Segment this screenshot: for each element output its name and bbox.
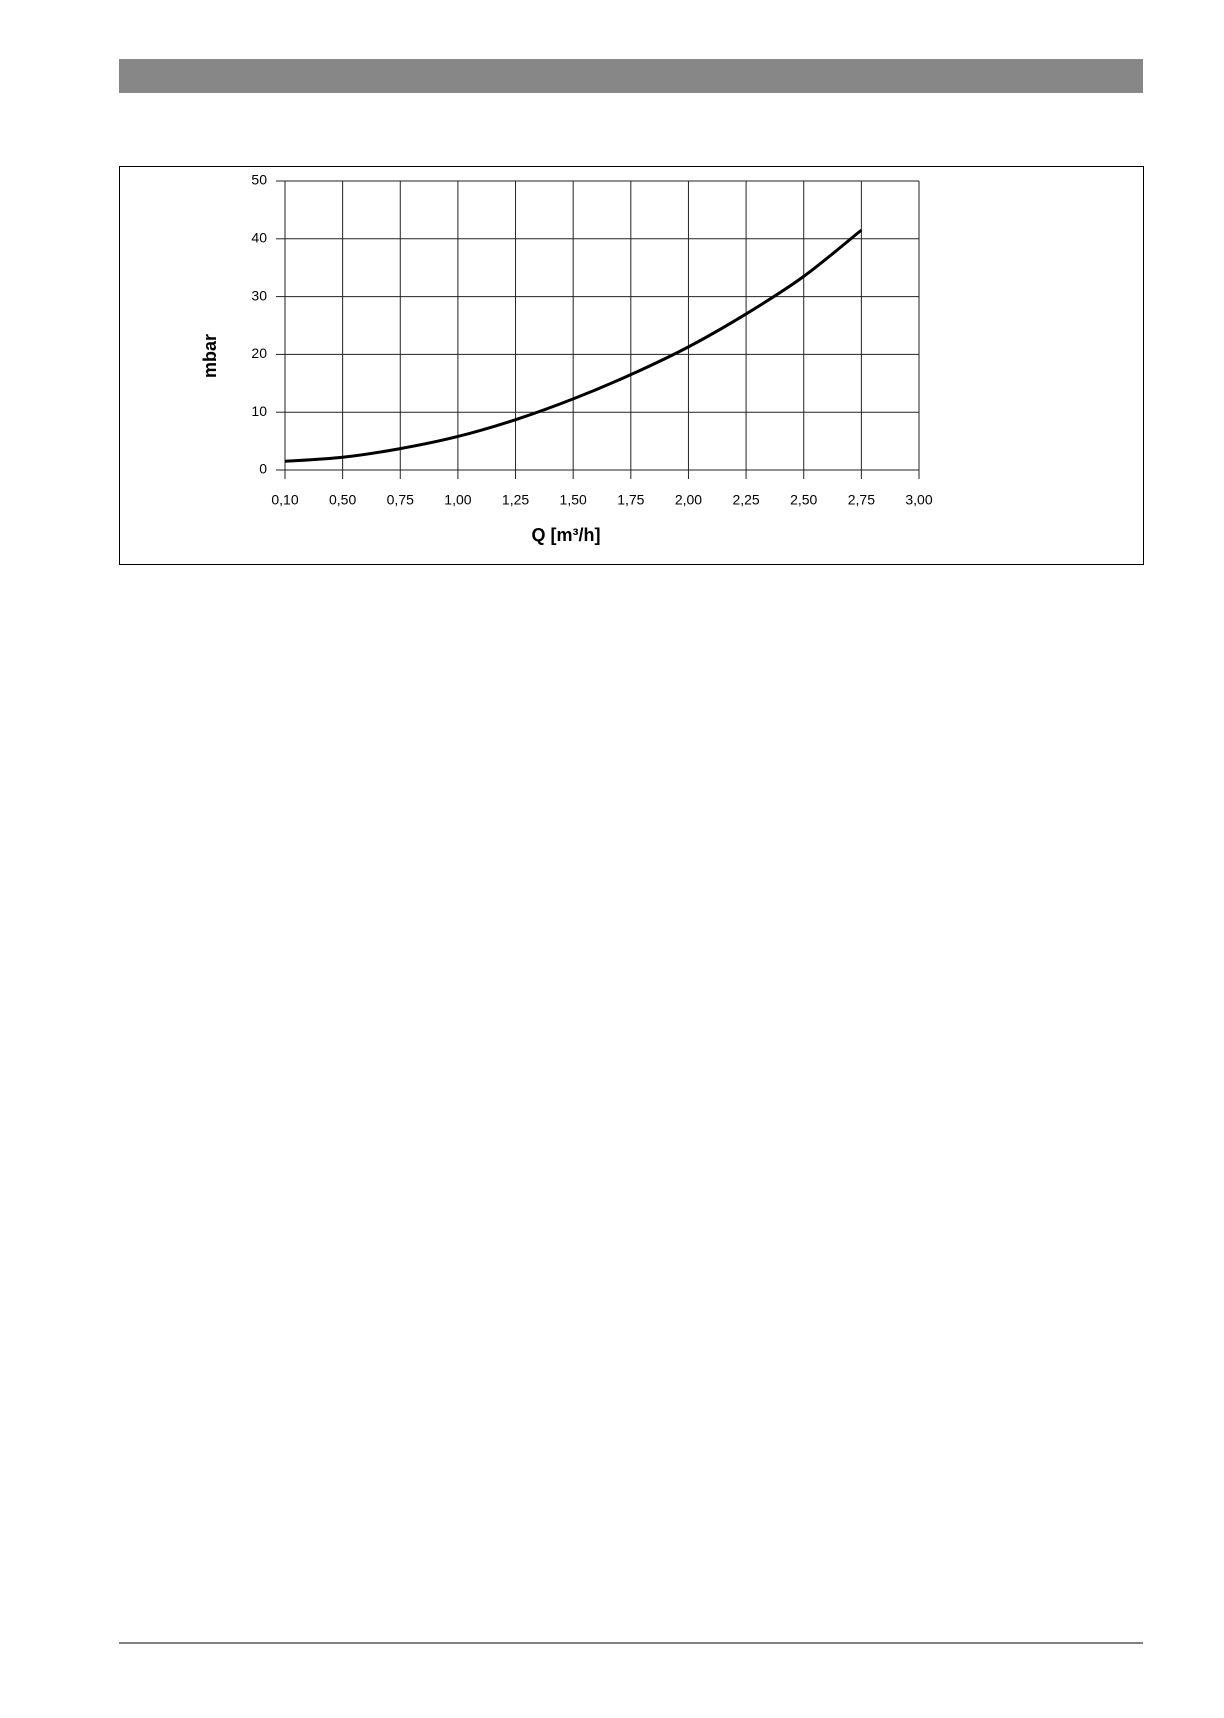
x-tick-label: 1,50	[560, 492, 587, 508]
x-tick-label: 3,00	[905, 492, 932, 508]
y-axis-label: mbar	[200, 334, 220, 378]
x-tick-label: 0,50	[329, 492, 356, 508]
curve	[284, 228, 863, 463]
x-tick-label: 1,25	[502, 492, 529, 508]
y-tick-label: 30	[251, 287, 267, 303]
x-tick-label: 0,75	[387, 492, 414, 508]
x-tick-label: 1,75	[617, 492, 644, 508]
x-tick-label: 2,25	[732, 492, 759, 508]
figure-frame	[119, 166, 1144, 565]
x-tick-label: 2,00	[675, 492, 702, 508]
y-tick-label: 0	[259, 461, 267, 477]
x-tick-label: 0,10	[271, 492, 298, 508]
y-tick-label: 50	[251, 172, 267, 188]
x-tick-label: 1,00	[444, 492, 471, 508]
y-tick-label: 20	[251, 345, 267, 361]
x-tick-label: 2,50	[790, 492, 817, 508]
header-bar	[119, 59, 1143, 93]
y-tick-label: 40	[251, 230, 267, 246]
y-tick-label: 10	[251, 403, 267, 419]
x-tick-label: 2,75	[848, 492, 875, 508]
x-axis-label: Q [m³/h]	[532, 525, 601, 545]
